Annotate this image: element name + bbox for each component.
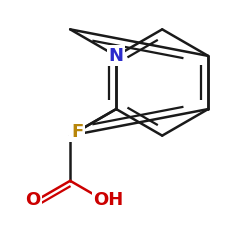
Text: F: F: [71, 123, 83, 141]
Text: O: O: [25, 191, 40, 209]
Text: N: N: [109, 47, 124, 65]
Text: OH: OH: [94, 191, 124, 209]
